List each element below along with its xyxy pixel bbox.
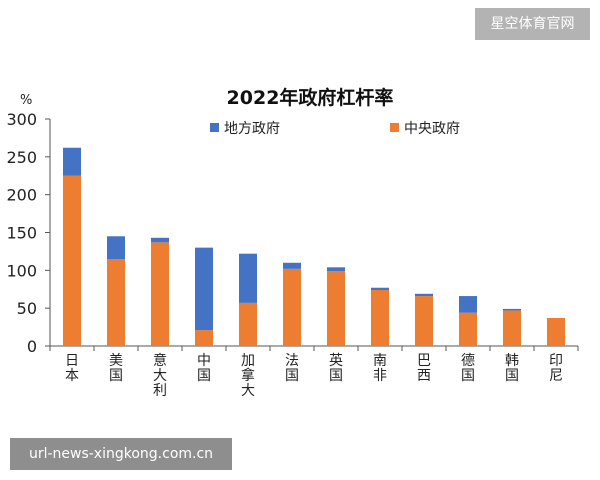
- x-tick-label: 加拿大: [241, 353, 255, 399]
- legend-swatch: [390, 123, 399, 132]
- legend: 地方政府 中央政府: [210, 121, 460, 137]
- chart-title: 2022年政府杠杆率: [227, 86, 394, 109]
- y-tick-label: 200: [6, 186, 37, 205]
- y-tick-label: 100: [6, 261, 37, 280]
- bar-segment: [239, 302, 257, 346]
- x-tick-label: 美国: [109, 353, 123, 384]
- bar-segment: [503, 308, 521, 311]
- bar-segment: [151, 242, 169, 346]
- bar-segment: [327, 271, 345, 346]
- x-tick-label: 意大利: [153, 352, 167, 399]
- legend-label: 中央政府: [404, 121, 460, 137]
- bar-segment: [459, 296, 477, 313]
- x-tick-label: 韩国: [505, 353, 519, 384]
- bars: [63, 147, 565, 346]
- y-tick-label: 150: [6, 224, 37, 243]
- y-tick-label: 50: [17, 299, 37, 318]
- bar-segment: [107, 236, 125, 259]
- bar-segment: [195, 247, 213, 331]
- bar-segment: [415, 293, 433, 297]
- x-tick-label: 法国: [285, 353, 299, 384]
- y-unit-label: %: [20, 93, 32, 108]
- x-tick-label: 南非: [373, 353, 387, 384]
- bar-segment: [63, 147, 81, 176]
- bar-segment: [547, 318, 565, 346]
- bar-segment: [63, 175, 81, 346]
- bar-segment: [195, 330, 213, 346]
- x-tick-label: 德国: [461, 353, 475, 384]
- x-tick-label: 日本: [65, 353, 79, 384]
- watermark-bottom: url-news-xingkong.com.cn: [10, 438, 232, 470]
- bar-segment: [327, 267, 345, 272]
- y-tick-label: 0: [27, 337, 37, 356]
- bar-segment: [283, 262, 301, 269]
- y-tick-label: 300: [6, 110, 37, 129]
- y-tick-label: 250: [6, 148, 37, 167]
- bar-segment: [459, 312, 477, 346]
- legend-label: 地方政府: [224, 121, 280, 137]
- bar-segment: [283, 268, 301, 346]
- bar-segment: [107, 258, 125, 346]
- bar-segment: [151, 237, 169, 243]
- bar-segment: [371, 287, 389, 291]
- legend-swatch: [210, 123, 219, 132]
- x-tick-label: 印尼: [549, 353, 563, 384]
- x-tick-label: 中国: [197, 353, 211, 384]
- x-tick-label: 英国: [329, 352, 343, 384]
- bar-segment: [239, 253, 257, 303]
- bar-segment: [503, 310, 521, 346]
- bar-segment: [371, 290, 389, 346]
- watermark-top: 星空体育官网: [475, 8, 590, 40]
- x-tick-label: 巴西: [417, 353, 431, 384]
- bar-segment: [415, 296, 433, 346]
